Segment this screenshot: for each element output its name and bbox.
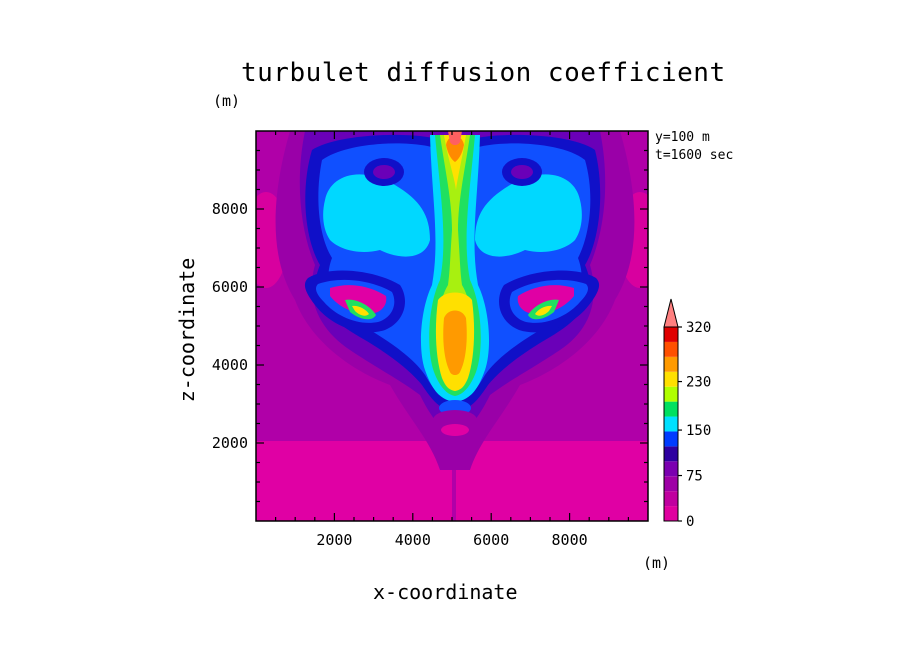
colorbar-swatch [664, 431, 678, 447]
contour-lower-right [456, 441, 648, 521]
y-axis-unit: (m) [213, 92, 241, 110]
colorbar-swatch [664, 341, 678, 357]
contour-left-wing-magenta [330, 285, 387, 314]
colorbar-swatch [664, 491, 678, 507]
y-tick-label: 8000 [212, 200, 248, 218]
contour-tail-magenta [441, 424, 469, 436]
colorbar-swatch [664, 371, 678, 387]
contour-left-wing-yellow [352, 305, 369, 316]
colorbar-swatch [664, 401, 678, 417]
colorbar-swatch [664, 327, 678, 342]
colorbar-swatch [664, 476, 678, 492]
colorbar-swatch [664, 416, 678, 432]
contour-right-wing-magenta [517, 285, 574, 314]
contour-right-wing-yellow [535, 305, 552, 316]
colorbar-swatch [664, 386, 678, 402]
colorbar-swatch [664, 506, 678, 521]
annotation-time: t=1600 sec [655, 148, 734, 163]
colorbar: 0 75 150 230 320 [663, 298, 711, 530]
y-tick-label: 2000 [212, 434, 248, 452]
contour-cyan-right [475, 174, 582, 257]
contour-eddy-upper-left-core [373, 165, 395, 179]
colorbar-tick-label: 230 [686, 375, 711, 391]
colorbar-frame [663, 326, 679, 522]
colorbar-swatch [664, 461, 678, 477]
x-tick-label: 8000 [552, 531, 588, 549]
colorbar-extend-arrow [663, 298, 679, 328]
colorbar-tick-label: 320 [686, 320, 711, 336]
y-tick-label: 6000 [212, 278, 248, 296]
x-axis-label: x-coordinate [373, 580, 518, 604]
y-axis-label: z-coordinate [175, 257, 199, 403]
colorbar-tick-label: 75 [686, 469, 703, 485]
x-tick-label: 4000 [395, 531, 431, 549]
colorbar-swatch [664, 356, 678, 372]
axis-ticks [256, 131, 648, 521]
axis-tick-labels: 2000 4000 6000 8000 2000 4000 6000 8000 [212, 200, 588, 549]
contour-tail-violet [433, 410, 477, 430]
contour-field [256, 131, 648, 521]
contour-cyan-left [323, 174, 430, 257]
annotation-y-slice: y=100 m [655, 130, 710, 145]
colorbar-tick-label: 0 [686, 514, 694, 530]
x-tick-label: 2000 [316, 531, 352, 549]
x-tick-label: 6000 [473, 531, 509, 549]
colorbar-swatch [664, 446, 678, 462]
contour-eddy-upper-right-core [511, 165, 533, 179]
contour-lower-left [256, 441, 452, 521]
colorbar-tick-label: 150 [686, 423, 711, 439]
y-tick-label: 4000 [212, 356, 248, 374]
contour-core-orange [443, 310, 467, 375]
x-axis-unit: (m) [643, 554, 671, 572]
chart-title: turbulet diffusion coefficient [241, 58, 726, 88]
